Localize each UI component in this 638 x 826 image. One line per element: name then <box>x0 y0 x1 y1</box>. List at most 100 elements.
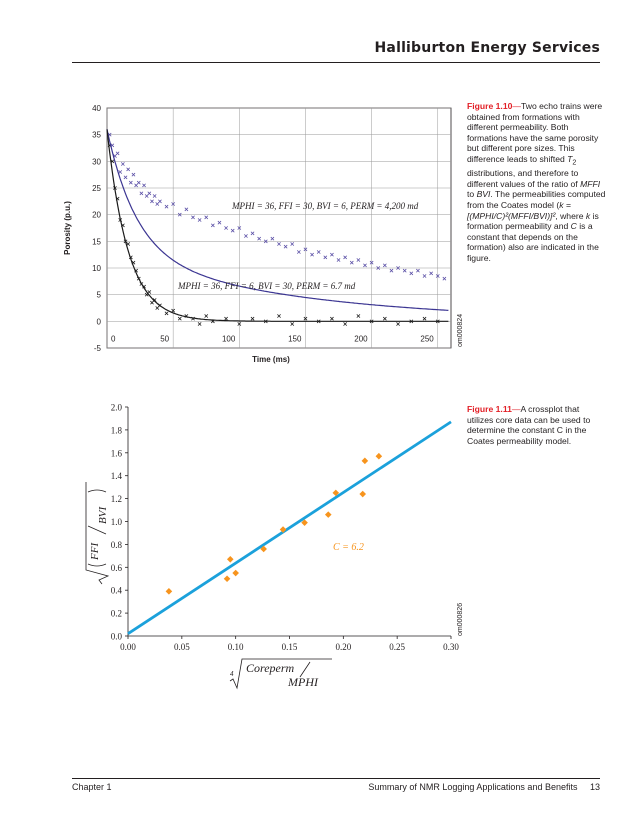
chart1-point-low-perm <box>303 316 308 321</box>
chart1-y-axis-label: Porosity (p.u.) <box>63 201 72 255</box>
chart1-y-tick-label: 10 <box>92 264 101 273</box>
chart2-x-denominator: MPHI <box>287 675 319 689</box>
chart1-x-tick-label: 100 <box>222 334 236 343</box>
chart1-point-high-perm <box>277 242 281 246</box>
chart1-point-low-perm <box>422 316 427 321</box>
chart1-point-high-perm <box>128 180 133 185</box>
chart2-y-tick-label: 0.2 <box>111 609 122 619</box>
chart1-point-low-perm <box>150 300 154 305</box>
chart1-point-low-perm <box>144 292 149 297</box>
chart1-point-high-perm <box>210 223 215 228</box>
chart1-point-high-perm <box>270 236 275 241</box>
chart1-point-high-perm <box>323 255 328 260</box>
header-rule <box>72 62 600 63</box>
chart2-y-tick-label: 2.0 <box>111 403 123 413</box>
chart1-annotation-low-perm: MPHI = 36, FFI = 6, BVI = 30, PERM = 6.7… <box>177 281 356 291</box>
chart2-y-denominator: BVI <box>97 506 109 524</box>
chart1-point-low-perm <box>290 322 295 326</box>
chart1-series <box>107 132 447 326</box>
chart1-point-low-perm <box>177 316 182 321</box>
caption-text-5: is formation permeability and <box>467 210 599 232</box>
chart1-point-high-perm <box>369 260 374 265</box>
chart2-y-tick-label: 0.8 <box>111 540 123 550</box>
chart2-data-point <box>375 452 383 460</box>
chart1-point-high-perm <box>152 194 157 198</box>
chart1-point-high-perm <box>150 199 154 204</box>
chart1-x-tick-label: 200 <box>354 334 368 343</box>
chart1-point-low-perm <box>158 303 162 308</box>
chart1-fit-high-perm <box>106 129 449 311</box>
chart1-point-low-perm <box>147 290 152 294</box>
figure-1-10-emdash: — <box>512 101 521 111</box>
chart1-x-tick-label: 250 <box>420 334 434 343</box>
chart1-point-low-perm <box>191 316 195 321</box>
chart2-y-sqrt-symbol <box>85 482 110 585</box>
chart1-point-low-perm <box>128 255 133 260</box>
chart1-point-low-perm <box>210 319 215 324</box>
chart1-point-high-perm <box>409 271 414 276</box>
chart1-point-high-perm <box>356 258 361 262</box>
chart1-point-high-perm <box>290 242 295 246</box>
footer-chapter: Chapter 1 <box>72 782 112 792</box>
chart2-data-point <box>301 519 308 526</box>
chart1-point-high-perm <box>224 226 228 230</box>
chart1-point-low-perm <box>396 322 400 326</box>
chart2-data-point <box>359 490 367 498</box>
chart1-x-tick-label: 150 <box>288 334 302 343</box>
figure-1-10-label: Figure 1.10 <box>467 101 513 111</box>
chart1-point-high-perm <box>244 234 248 238</box>
chart1-point-high-perm <box>283 244 288 249</box>
chart1-point-high-perm <box>263 239 268 244</box>
chart1-point-high-perm <box>330 252 334 257</box>
chart1-y-tick-label: 40 <box>92 104 101 113</box>
page-number: 13 <box>589 782 600 792</box>
chart1-y-tick-label: 0 <box>97 317 102 326</box>
chart1-point-low-perm <box>113 186 117 190</box>
caption-t2: T <box>567 153 573 164</box>
caption-formula: k = [(MPHI/C)²(MFFI/BVI)]² <box>467 200 571 221</box>
chart1-x-axis-label: Time (ms) <box>252 355 290 364</box>
chart1-point-low-perm <box>204 314 209 318</box>
chart1-point-low-perm <box>356 314 361 318</box>
chart1-y-tick-label: 15 <box>92 237 101 246</box>
chart1-point-low-perm <box>369 319 374 324</box>
chart1-point-low-perm <box>120 223 125 228</box>
chart1-point-low-perm <box>142 284 146 289</box>
chart1-point-low-perm <box>164 311 169 316</box>
caption-c: C <box>570 221 577 232</box>
chart1-point-low-perm <box>126 242 131 246</box>
chart1-point-low-perm <box>343 322 348 326</box>
chart1-point-low-perm <box>107 143 112 148</box>
chart1-point-high-perm <box>164 204 169 209</box>
chart1-point-high-perm <box>250 231 255 236</box>
chart2-y-paren-open <box>87 563 107 567</box>
chart2-annotation: C = 6.2 <box>333 542 364 553</box>
chart1-point-high-perm <box>343 255 348 260</box>
chart1-point-low-perm <box>123 239 128 244</box>
chart1-point-high-perm <box>197 218 202 222</box>
chart1-grid <box>106 107 452 349</box>
chart2-x-tick-label: 0.20 <box>335 642 351 652</box>
chart2-y-numerator: FFI <box>89 542 101 561</box>
chart2-axes: 0.0 0.2 0.4 0.6 0.8 1.0 1.2 1.4 1.6 1.8 2.0 0.00 0.0… <box>111 403 460 653</box>
chart1-figure-code: om000824 <box>457 314 464 347</box>
chart1-point-high-perm <box>310 252 314 257</box>
chart1-point-high-perm <box>402 268 407 273</box>
chart1-point-high-perm <box>113 154 117 158</box>
chart1-point-high-perm <box>217 220 222 225</box>
chart1-annotation-high-perm: MPHI = 36, FFI = 30, BVI = 6, PERM = 4,2… <box>231 201 419 211</box>
chart1-point-high-perm <box>349 260 354 265</box>
chart1-point-low-perm <box>382 316 387 321</box>
chart1-x-tick-label: 50 <box>160 334 169 343</box>
chart2-y-tick-label: 0.6 <box>111 563 123 573</box>
chart1-point-high-perm <box>429 271 434 276</box>
chart1-point-high-perm <box>435 274 440 278</box>
chart1-axes: -5 0 5 10 15 20 25 30 35 40 0 50 100 150 200 250 <box>92 104 434 353</box>
chart2-regression-line <box>127 420 452 635</box>
figure-1-11-label: Figure 1.11 <box>467 404 512 414</box>
chart1-frame <box>106 107 452 349</box>
chart2-y-tick-label: 0.4 <box>111 586 123 596</box>
caption-mffi: MFFI <box>580 178 601 189</box>
figure-1-10-caption: Figure 1.10—Two echo trains were obtaine… <box>467 101 607 264</box>
